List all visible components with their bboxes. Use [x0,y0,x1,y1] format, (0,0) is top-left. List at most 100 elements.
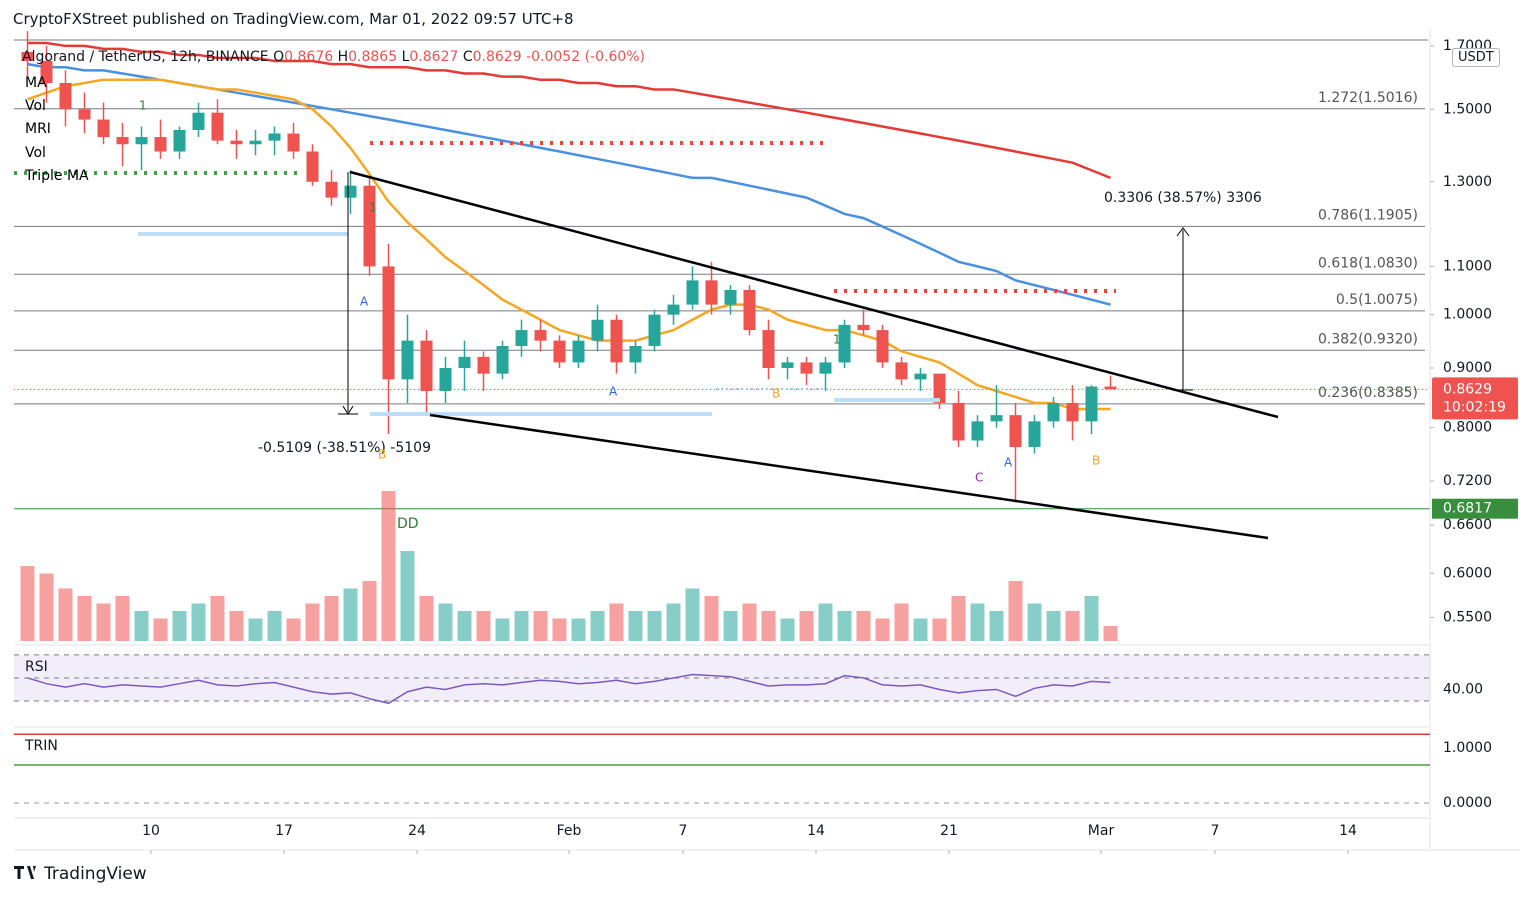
volume-bar [58,588,73,641]
candle-body [287,133,300,152]
volume-bar [666,603,681,641]
volume-bar [229,611,244,641]
candle-body [952,402,965,441]
candle-body [971,421,984,441]
candle-body [154,137,167,152]
last-price-label: 0.8629 [1443,381,1492,397]
pattern-label: 1 [369,201,377,215]
pattern-label: A [609,385,618,399]
volume-bar [742,603,757,641]
x-tick-label: 21 [940,823,958,839]
fib-label: 0.382(0.9320) [1318,331,1418,347]
candle-body [1028,421,1041,448]
volume-bar [1046,611,1061,641]
candle-body [591,319,604,341]
candle-body [895,362,908,380]
candle-body [534,330,547,341]
pattern-label: B [1092,454,1100,468]
y-tick-label: 0.9000 [1443,360,1492,376]
volume-bar [77,596,92,641]
volume-bar [723,611,738,641]
candle-body [458,356,471,369]
volume-bar [438,603,453,641]
volume-bar [856,611,871,641]
candle-body [439,368,452,392]
volume-bar [552,618,567,641]
upper-trendline [349,170,1279,419]
indicator-name: MA [25,75,47,91]
x-tick-label: Feb [557,823,582,839]
candle-body [477,356,490,374]
pattern-label: A [360,295,369,309]
volume-bar [704,596,719,641]
volume-bar [115,596,130,641]
pattern-label: A [1004,456,1013,470]
countdown-label: 10:02:19 [1443,399,1506,415]
ohlc-value: 0.8629 [472,49,522,65]
logo-text: TradingView [43,864,147,884]
candle-body [914,373,927,380]
indicator-name: MRI [25,121,51,138]
volume-bar [837,611,852,641]
support-price-box [1432,498,1518,519]
x-tick-label: 14 [807,823,825,839]
candle-body [781,362,794,369]
volume-bar [590,611,605,641]
indicator-name: Vol [25,98,46,115]
ohlc-label: C [462,49,473,65]
candle-body [211,112,224,141]
rsi-name: RSI [25,659,48,675]
candle-body [1085,386,1098,422]
candle-body [515,330,528,346]
symbol-legend: Algorand / TetherUS, 12h, BINANCE O0.867… [22,49,645,65]
volume-bar [932,618,947,641]
volume-bar [818,603,833,641]
trin-name: TRIN [24,738,58,754]
volume-bar [248,618,263,641]
volume-bar [400,551,415,641]
volume-bar [1027,603,1042,641]
moving-average [27,78,1111,411]
candle-body [192,112,205,130]
candle-body [990,415,1003,422]
volume-bar [875,618,890,641]
y-tick-label: 1.0000 [1443,307,1492,323]
candle-body [933,373,946,403]
volume-bar [343,588,358,641]
ohlc-values: O0.8676 H0.8865 L0.8627 C0.8629 [273,49,526,65]
candle-body [325,181,338,198]
support-price-label: 0.6817 [1443,501,1492,517]
candle-body [116,137,129,145]
volume-bar [476,611,491,641]
pattern-label: 1 [139,99,147,113]
x-tick-label: 7 [1211,823,1220,839]
volume-bar [989,611,1004,641]
ohlc-value: 0.8865 [348,49,398,65]
volume-bar [780,618,795,641]
ohlc-value: 0.8676 [284,49,334,65]
volume-bar [96,603,111,641]
volume-bar [799,611,814,641]
symbol: Algorand / TetherUS, 12h, BINANCE [22,49,269,65]
volume-bar [514,611,529,641]
candle-body [800,362,813,374]
x-tick-label: 7 [679,823,688,839]
lower-trendline [429,413,1269,540]
volume-bar [305,603,320,641]
volume-bar [970,603,985,641]
volume-bar [609,603,624,641]
candle-body [249,140,262,145]
volume-bar [134,611,149,641]
candle-body [268,133,281,141]
trin-tick-label: 0.0000 [1443,795,1492,811]
volume-bar [571,618,586,641]
candle-body [382,266,395,380]
x-tick-label: 14 [1339,823,1357,839]
volume-bar [647,611,662,641]
volume-bar [457,611,472,641]
volume-bar [894,603,909,641]
volume-bar [20,566,35,641]
x-tick-label: Mar [1088,823,1115,839]
fib-label: 0.786(1.1905) [1318,207,1418,223]
